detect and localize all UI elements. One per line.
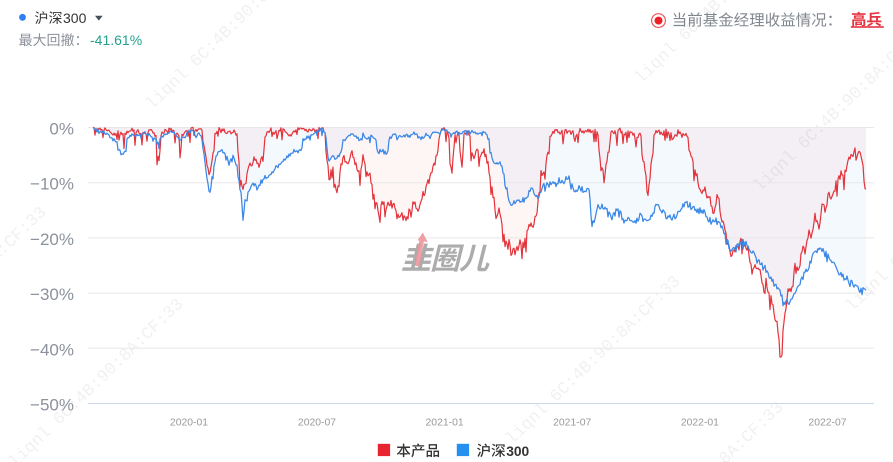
svg-text:2021-01: 2021-01: [426, 417, 464, 428]
svg-text:2020-07: 2020-07: [298, 417, 336, 428]
svg-text:300: 300: [63, 10, 87, 26]
svg-text:2022-01: 2022-01: [681, 417, 719, 428]
svg-text:−10%: −10%: [30, 175, 74, 194]
svg-text:−30%: −30%: [30, 285, 74, 304]
svg-text:−20%: −20%: [30, 230, 74, 249]
svg-text:−40%: −40%: [30, 340, 74, 359]
svg-text:−50%: −50%: [30, 396, 74, 415]
svg-text:300: 300: [506, 444, 529, 459]
svg-text:-41.61%: -41.61%: [90, 32, 142, 48]
svg-text:0%: 0%: [49, 120, 74, 139]
svg-text:2020-01: 2020-01: [170, 417, 208, 428]
svg-text:2022-07: 2022-07: [808, 417, 846, 428]
svg-text:2021-07: 2021-07: [553, 417, 591, 428]
